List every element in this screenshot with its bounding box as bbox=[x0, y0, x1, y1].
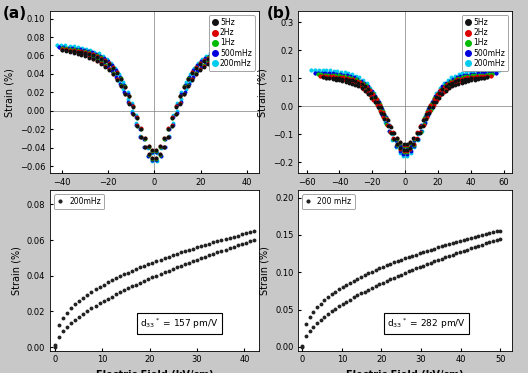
Legend: 200 mHz: 200 mHz bbox=[302, 194, 355, 209]
X-axis label: Electric Field (kV/cm): Electric Field (kV/cm) bbox=[346, 370, 464, 373]
Text: d$_{33}$$^*$ = 157 pm/V: d$_{33}$$^*$ = 157 pm/V bbox=[140, 316, 219, 330]
X-axis label: Electric Field (kV/cm): Electric Field (kV/cm) bbox=[96, 370, 213, 373]
Text: d$_{33}$$^*$ = 282 pm/V: d$_{33}$$^*$ = 282 pm/V bbox=[387, 316, 466, 330]
X-axis label: Electric Field (kV/cm): Electric Field (kV/cm) bbox=[346, 193, 464, 203]
Text: (b): (b) bbox=[267, 6, 291, 21]
Y-axis label: Strain (%): Strain (%) bbox=[260, 246, 269, 295]
Legend: 5Hz, 2Hz, 1Hz, 500mHz, 200mHz: 5Hz, 2Hz, 1Hz, 500mHz, 200mHz bbox=[462, 15, 508, 71]
Text: (a): (a) bbox=[3, 6, 27, 21]
Y-axis label: Strain (%): Strain (%) bbox=[258, 68, 268, 117]
Legend: 200mHz: 200mHz bbox=[54, 194, 104, 209]
Y-axis label: Strain (%): Strain (%) bbox=[4, 68, 14, 117]
Legend: 5Hz, 2Hz, 1Hz, 500mHz, 200mHz: 5Hz, 2Hz, 1Hz, 500mHz, 200mHz bbox=[209, 15, 255, 71]
X-axis label: Electric Field (kV/cm): Electric Field (kV/cm) bbox=[96, 193, 213, 203]
Y-axis label: Strain (%): Strain (%) bbox=[11, 246, 21, 295]
